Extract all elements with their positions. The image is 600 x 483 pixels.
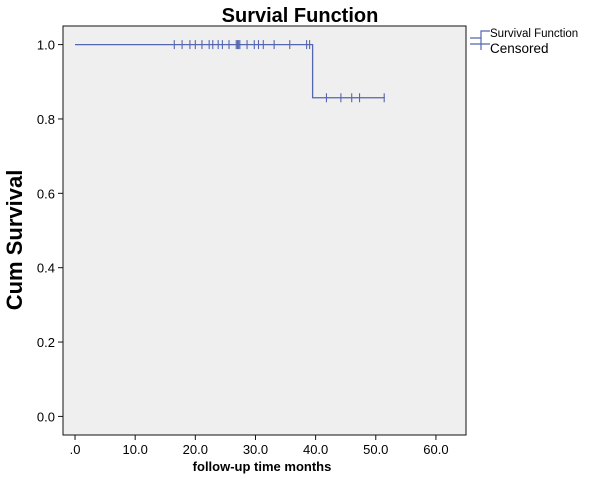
legend-censor-icon [470,38,490,50]
x-tick-label: 50.0 [363,442,388,457]
legend: Survival Function Censored [470,28,578,56]
x-tick-label: 40.0 [303,442,328,457]
y-tick-label: 1.0 [37,38,55,53]
legend-label: Survival Function [490,28,578,40]
y-tick-label: 0.6 [37,186,55,201]
x-tick-label: 30.0 [243,442,268,457]
x-tick-label: 10.0 [123,442,148,457]
x-tick-label: .0 [70,442,81,457]
survival-step-line [75,43,385,99]
y-tick-label: 0.8 [37,112,55,127]
plot-area [62,25,467,436]
legend-item-survival-function: Survival Function [470,28,578,40]
legend-item-censored: Censored [470,38,549,56]
x-tick-label: 60.0 [423,442,448,457]
legend-step-icon [470,30,490,39]
y-axis-ticks: 0.0 0.2 0.4 0.6 0.8 1.0 [37,38,63,424]
chart-title: Survial Function [222,5,379,27]
y-axis-label: Cum Survival [2,170,27,311]
y-tick-label: 0.4 [37,261,55,276]
series-layer [75,40,385,103]
y-tick-label: 0.2 [37,335,55,350]
x-axis-label: follow-up time months [193,459,332,474]
legend-label: Censored [490,41,549,56]
x-tick-label: 20.0 [183,442,208,457]
y-tick-label: 0.0 [37,409,55,424]
x-axis-ticks: .0 10.0 20.0 30.0 40.0 50.0 60.0 [70,435,449,457]
